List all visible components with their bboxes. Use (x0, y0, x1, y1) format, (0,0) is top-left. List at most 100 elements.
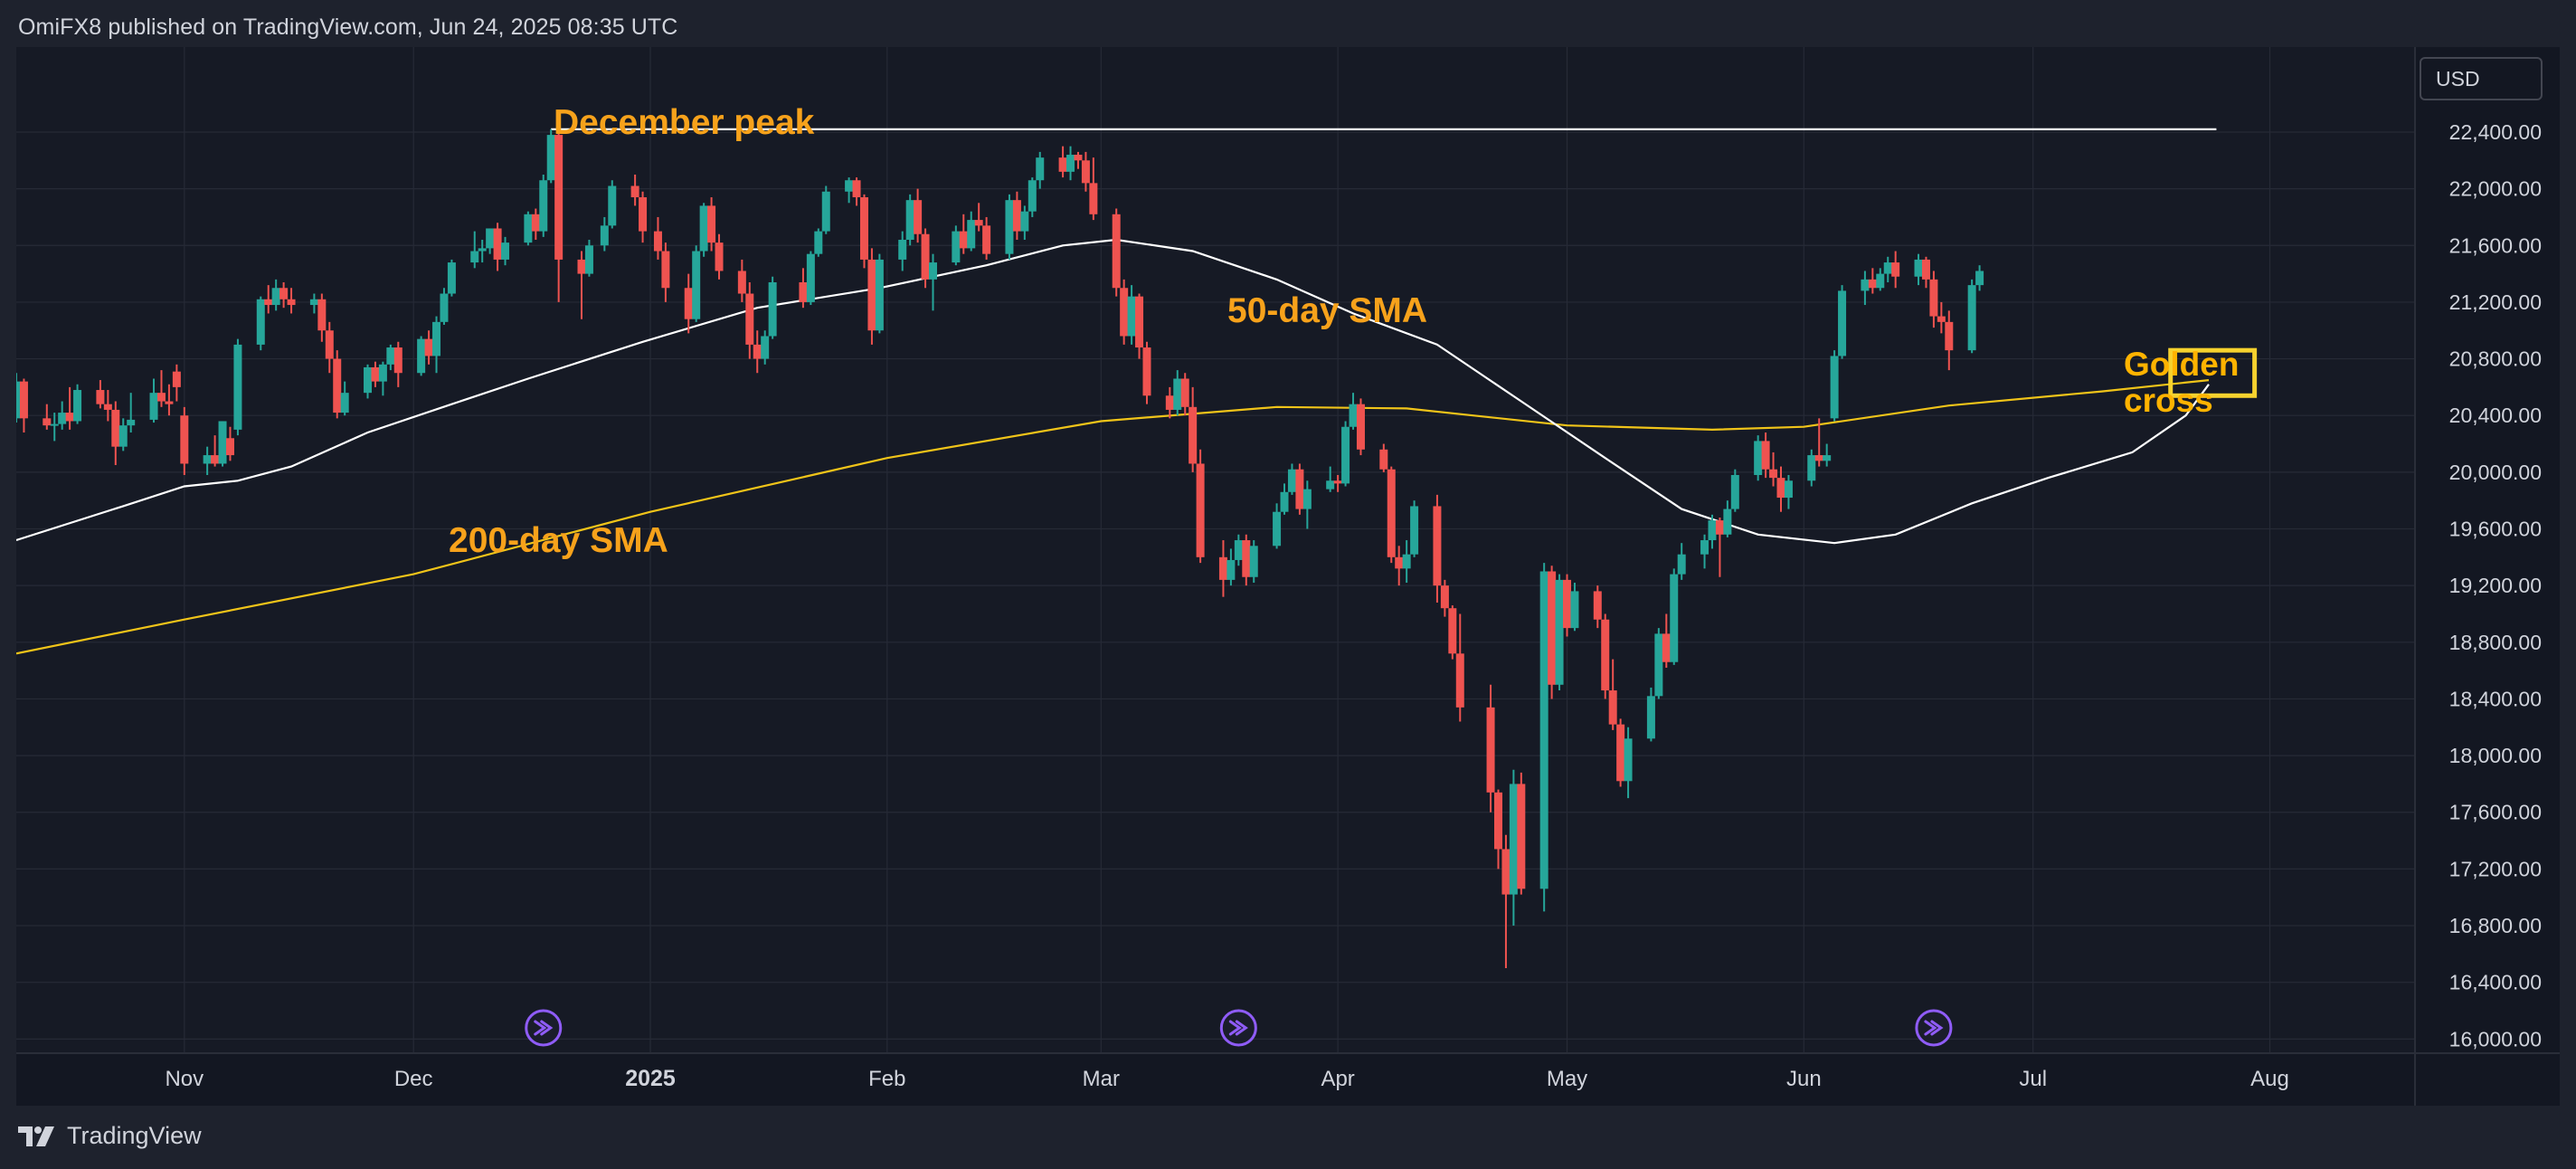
candle-body (233, 344, 242, 430)
candle-body (608, 185, 617, 226)
candle-body (156, 393, 166, 402)
tradingview-brand[interactable]: TradingView (18, 1122, 202, 1150)
candle-body (898, 240, 907, 260)
candle-body (1089, 183, 1098, 214)
y-tick-label: 18,800.00 (2449, 631, 2542, 654)
candle-body (584, 245, 593, 274)
candle-body (1624, 738, 1633, 782)
candle-body (43, 418, 52, 426)
candlestick-chart[interactable]: 22,400.00 22,000.00 21,600.00 21,200.00 20,8… (16, 47, 2560, 1106)
candle-body (914, 200, 923, 234)
candle-body (16, 381, 21, 419)
candle-body (539, 180, 548, 232)
candle-body (1700, 540, 1709, 555)
candle-body (447, 262, 456, 294)
candle-body (1509, 784, 1518, 895)
candle-body (1838, 290, 1847, 356)
candle-body (264, 299, 273, 306)
candle-body (211, 455, 220, 464)
candle-body (73, 390, 82, 422)
y-tick-label: 20,400.00 (2449, 404, 2542, 427)
candle-body (799, 281, 808, 302)
candle-body (661, 251, 670, 289)
december-peak-annotation: December peak (554, 103, 815, 142)
candle-body (1433, 506, 1442, 586)
candle-body (1876, 273, 1885, 289)
golden-cross-label-line2: cross (2124, 382, 2213, 419)
candle-body (1814, 455, 1823, 461)
candle-body (1570, 591, 1579, 629)
y-tick-label: 17,600.00 (2449, 801, 2542, 824)
candle-body (806, 253, 815, 302)
y-tick-label: 21,200.00 (2449, 290, 2542, 314)
candle-body (501, 242, 510, 260)
candle-body (364, 366, 373, 394)
candle-body (486, 228, 495, 249)
candle-body (432, 321, 441, 356)
candle-body (1341, 426, 1350, 484)
candle-body (1142, 347, 1151, 396)
candle-body (577, 259, 586, 274)
candle-body (1226, 559, 1236, 580)
x-tick-label: Aug (2250, 1067, 2289, 1091)
candle-body (531, 214, 540, 232)
candle-body (1395, 556, 1404, 569)
candle-body (699, 205, 708, 252)
candle-body (1020, 211, 1029, 232)
candle-body (1563, 579, 1572, 629)
candle-body (852, 180, 861, 198)
candle-body (1218, 556, 1227, 580)
candle-body (111, 409, 120, 447)
candle-body (165, 401, 174, 404)
candle-body (1402, 554, 1411, 569)
candle-body (753, 344, 762, 359)
candle-body (1295, 469, 1304, 509)
candle-body (967, 220, 976, 249)
candle-body (653, 231, 662, 252)
candle-body (761, 336, 770, 359)
candle-body (905, 200, 914, 241)
candle-body (378, 364, 387, 382)
y-tick-label: 20,800.00 (2449, 347, 2542, 371)
plot-area (16, 47, 2415, 1053)
candle-body (1754, 441, 1763, 475)
chart-area[interactable]: 22,400.00 22,000.00 21,600.00 21,200.00 20,8… (16, 47, 2560, 1106)
candle-body (1273, 511, 1282, 546)
candle-body (1302, 489, 1312, 509)
x-tick-label: Dec (394, 1067, 433, 1091)
sma50-line (16, 238, 2210, 545)
candle-body (1356, 404, 1365, 450)
y-tick-label: 20,000.00 (2449, 461, 2542, 484)
candle-body (1379, 449, 1388, 470)
candle-body (478, 248, 487, 252)
candle-body (1593, 591, 1602, 620)
candle-body (1326, 480, 1335, 489)
candle-body (424, 338, 433, 356)
candle-body (952, 231, 961, 263)
golden-cross-box (2168, 347, 2258, 398)
candle-body (1440, 585, 1449, 609)
candle-body (1173, 378, 1182, 410)
candle-body (1967, 285, 1976, 351)
candle-body (1448, 608, 1457, 654)
event-marker-arrow (1924, 1020, 1944, 1036)
candle-body (1548, 571, 1557, 685)
candle-body (1493, 792, 1502, 850)
candle-body (959, 231, 968, 249)
candle-body (1830, 356, 1839, 419)
candle-body (982, 225, 991, 254)
candle-body (1517, 784, 1526, 889)
x-tick-label: Feb (868, 1067, 905, 1091)
tradingview-brand-label: TradingView (67, 1122, 202, 1149)
golden-cross-annotation: Golden cross (2124, 347, 2239, 419)
y-tick-label: 22,000.00 (2449, 177, 2542, 201)
currency-selector[interactable]: USD (2420, 57, 2543, 100)
candle-body (1081, 160, 1090, 184)
y-tick-label: 16,400.00 (2449, 971, 2542, 994)
candle-body (821, 191, 830, 232)
candle-body (737, 271, 746, 294)
candle-body (1539, 571, 1548, 889)
candle-body (1662, 633, 1671, 662)
candle-body (1501, 849, 1511, 895)
candle-body (1715, 520, 1724, 535)
